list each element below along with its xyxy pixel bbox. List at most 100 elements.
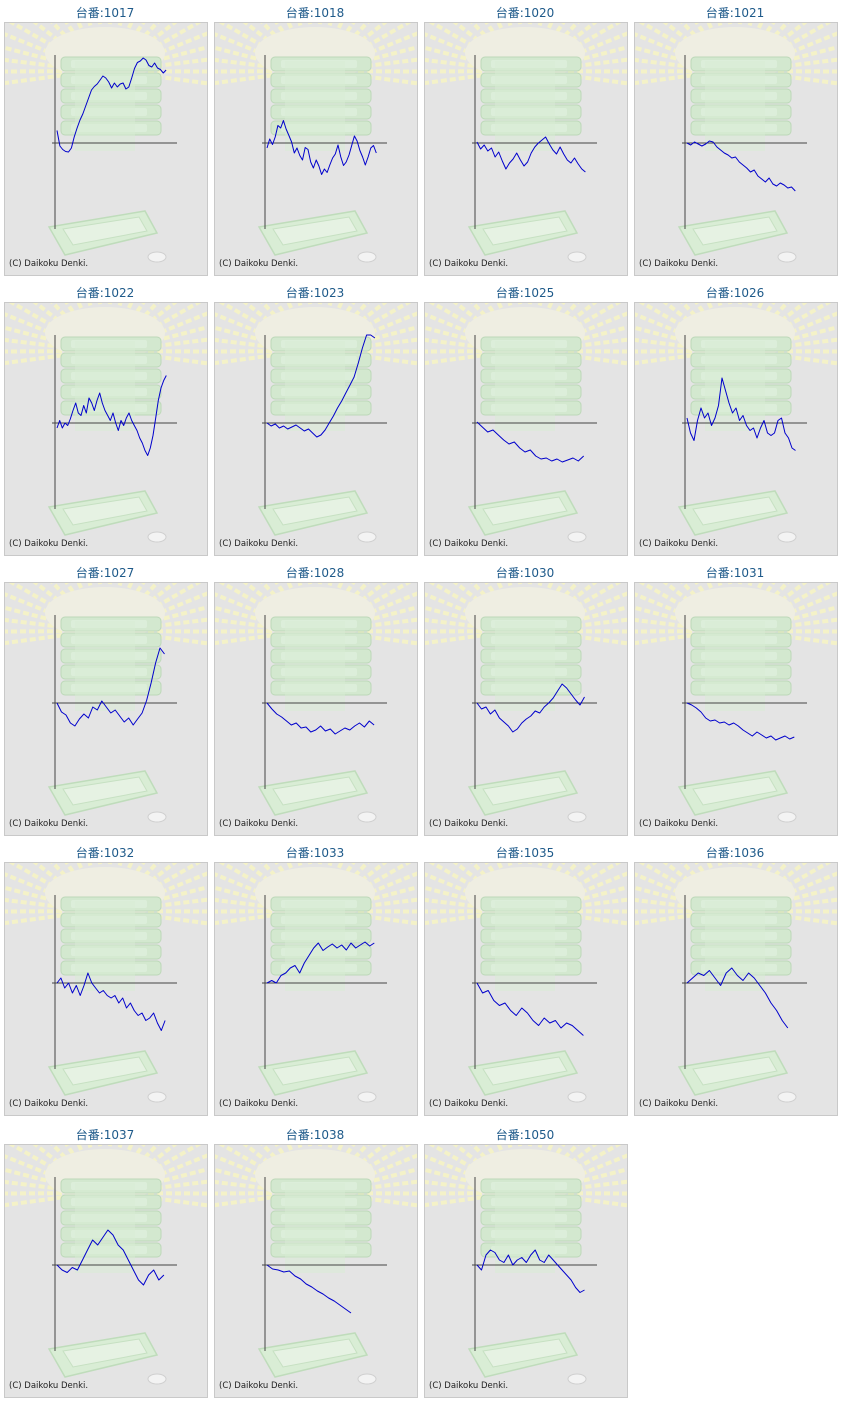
copyright-text: (C) Daikoku Denki. [219,1381,299,1391]
slump-graph[interactable]: (C) Daikoku Denki. [4,22,208,276]
slump-graph-svg [635,863,837,1103]
copyright-text: (C) Daikoku Denki. [9,259,89,269]
machine-chart-card: 台番:1032 (C) Daikoku Denki. [0,840,210,1120]
machine-illustration [425,1145,627,1385]
slump-graph[interactable]: (C) Daikoku Denki. [424,582,628,836]
machine-chart-card: 台番:1030 (C) Daikoku Denki. [420,560,630,840]
slump-graph-svg [425,23,627,263]
machine-illustration [215,1145,417,1385]
slump-series-line [56,647,165,727]
slump-graph[interactable]: (C) Daikoku Denki. [214,862,418,1116]
machine-number-title[interactable]: 台番:1017 [75,6,135,20]
slump-graph[interactable]: (C) Daikoku Denki. [4,1144,208,1398]
slump-graph[interactable]: (C) Daikoku Denki. [634,22,838,276]
machine-illustration [5,303,207,543]
copyright-text: (C) Daikoku Denki. [429,259,509,269]
copyright-text: (C) Daikoku Denki. [9,1381,89,1391]
copyright-text: (C) Daikoku Denki. [639,1099,719,1109]
slump-graph-svg [5,1145,207,1385]
slump-graph-svg [215,863,417,1103]
machine-number-title[interactable]: 台番:1020 [495,6,555,20]
copyright-text: (C) Daikoku Denki. [639,259,719,269]
slump-series-line [686,967,789,1029]
machine-chart-card: 台番:1018 (C) Daikoku Denki. [210,0,420,280]
slump-graph-svg [635,303,837,543]
machine-number-title[interactable]: 台番:1027 [75,566,135,580]
slump-graph[interactable]: (C) Daikoku Denki. [214,22,418,276]
slump-graph-svg [5,583,207,823]
slump-graph[interactable]: (C) Daikoku Denki. [424,22,628,276]
slump-graph[interactable]: (C) Daikoku Denki. [214,1144,418,1398]
machine-illustration [425,863,627,1103]
slump-series-line [56,57,167,153]
slump-series-line [476,982,584,1036]
slump-graph[interactable]: (C) Daikoku Denki. [214,302,418,556]
slump-series-line [266,941,375,984]
machine-chart-card: 台番:1031 (C) Daikoku Denki. [630,560,840,840]
slump-series-line [266,702,375,735]
slump-graph-svg [5,303,207,543]
machine-chart-card: 台番:1027 (C) Daikoku Denki. [0,560,210,840]
machine-number-title[interactable]: 台番:1037 [75,1128,135,1142]
slump-series-line [686,702,795,741]
machine-chart-card: 台番:1037 (C) Daikoku Denki. [0,1122,210,1402]
machine-number-title[interactable]: 台番:1033 [285,846,345,860]
machine-chart-card: 台番:1022 (C) Daikoku Denki. [0,280,210,560]
machine-number-title[interactable]: 台番:1030 [495,566,555,580]
copyright-text: (C) Daikoku Denki. [9,1099,89,1109]
machine-number-title[interactable]: 台番:1028 [285,566,345,580]
slump-graph[interactable]: (C) Daikoku Denki. [634,862,838,1116]
slump-graph[interactable]: (C) Daikoku Denki. [4,862,208,1116]
machine-illustration [425,303,627,543]
copyright-text: (C) Daikoku Denki. [9,539,89,549]
slump-series-line [56,1229,165,1286]
copyright-text: (C) Daikoku Denki. [429,1381,509,1391]
machine-chart-card: 台番:1028 (C) Daikoku Denki. [210,560,420,840]
slump-graph[interactable]: (C) Daikoku Denki. [214,582,418,836]
machine-chart-card: 台番:1036 (C) Daikoku Denki. [630,840,840,1120]
copyright-text: (C) Daikoku Denki. [639,539,719,549]
machine-chart-card: 台番:1023 (C) Daikoku Denki. [210,280,420,560]
slump-series-line [686,140,796,192]
slump-series-line [266,1264,352,1314]
copyright-text: (C) Daikoku Denki. [219,1099,299,1109]
copyright-text: (C) Daikoku Denki. [639,819,719,829]
machine-number-title[interactable]: 台番:1031 [705,566,765,580]
machine-number-title[interactable]: 台番:1050 [495,1128,555,1142]
machine-illustration [215,303,417,543]
slump-graph[interactable]: (C) Daikoku Denki. [424,302,628,556]
copyright-text: (C) Daikoku Denki. [429,1099,509,1109]
machine-illustration [215,23,417,263]
machine-number-title[interactable]: 台番:1026 [705,286,765,300]
machine-number-title[interactable]: 台番:1038 [285,1128,345,1142]
slump-graph-svg [425,303,627,543]
machine-chart-card: 台番:1050 (C) Daikoku Denki. [420,1122,630,1402]
copyright-text: (C) Daikoku Denki. [219,259,299,269]
slump-graph-svg [635,23,837,263]
slump-graph[interactable]: (C) Daikoku Denki. [4,302,208,556]
machine-number-title[interactable]: 台番:1025 [495,286,555,300]
slump-series-line [476,421,585,463]
machine-number-title[interactable]: 台番:1021 [705,6,765,20]
slump-series-line [686,377,796,451]
machine-illustration [425,23,627,263]
machine-number-title[interactable]: 台番:1022 [75,286,135,300]
slump-graph-svg [215,23,417,263]
machine-illustration [5,23,207,263]
machine-number-title[interactable]: 台番:1036 [705,846,765,860]
slump-graph[interactable]: (C) Daikoku Denki. [634,302,838,556]
slump-graph-svg [425,863,627,1103]
slump-graph[interactable]: (C) Daikoku Denki. [634,582,838,836]
slump-graph[interactable]: (C) Daikoku Denki. [424,1144,628,1398]
machine-number-title[interactable]: 台番:1018 [285,6,345,20]
machine-number-title[interactable]: 台番:1032 [75,846,135,860]
machine-illustration [215,583,417,823]
copyright-text: (C) Daikoku Denki. [429,819,509,829]
machine-number-title[interactable]: 台番:1035 [495,846,555,860]
slump-series-line [476,136,586,173]
slump-graph-svg [215,1145,417,1385]
machine-number-title[interactable]: 台番:1023 [285,286,345,300]
slump-graph[interactable]: (C) Daikoku Denki. [424,862,628,1116]
slump-graph[interactable]: (C) Daikoku Denki. [4,582,208,836]
